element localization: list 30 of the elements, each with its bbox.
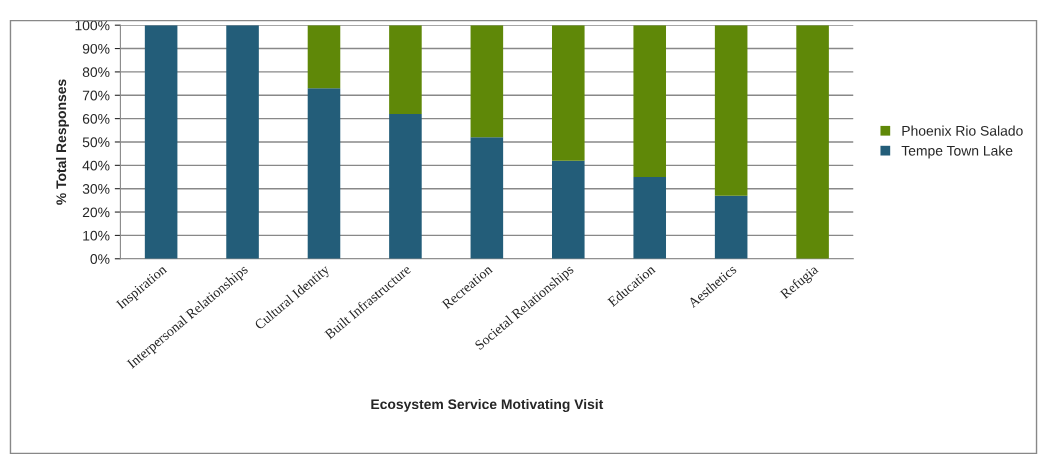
y-tick-label: 40% [82, 160, 110, 171]
y-tick-label: 20% [82, 207, 110, 218]
bar [307, 25, 341, 89]
bar [470, 25, 504, 138]
legend-label: Phoenix Rio Salado [902, 125, 1023, 136]
bar [633, 25, 667, 178]
y-tick-label: 70% [82, 90, 110, 101]
bar [389, 113, 422, 259]
bar [633, 177, 667, 259]
bar [470, 137, 504, 259]
bar [226, 25, 259, 259]
bar [389, 25, 422, 114]
bar [552, 160, 585, 259]
y-tick-label: 30% [82, 184, 110, 194]
y-axis-title: % Total Responses [55, 79, 69, 205]
y-tick-label: 0% [90, 254, 110, 264]
bar [796, 25, 829, 259]
bar [144, 25, 178, 259]
y-tick-label: 80% [82, 67, 110, 78]
y-tick-label: 10% [83, 230, 110, 241]
x-axis-title: Ecosystem Service Motivating Visit [371, 398, 604, 412]
legend-label: Tempe Town Lake [901, 145, 1013, 159]
bar [552, 25, 585, 161]
y-tick-label: 100% [75, 20, 110, 31]
bar [714, 25, 748, 196]
y-tick-label: 50% [82, 137, 110, 148]
y-tick-label: 60% [82, 113, 110, 124]
bar [307, 88, 341, 259]
bar [714, 195, 748, 259]
y-tick-label: 90% [82, 43, 110, 54]
